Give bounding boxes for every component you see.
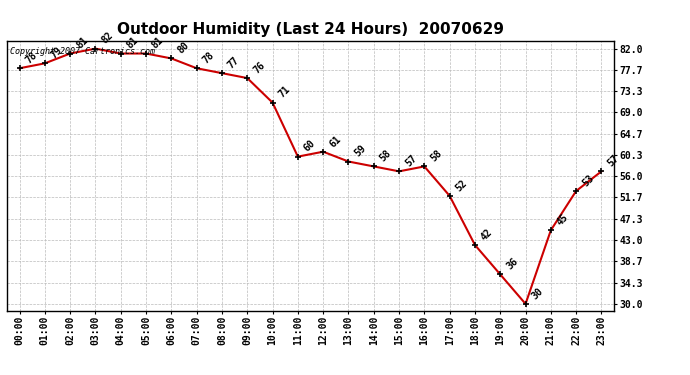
Text: 53: 53	[580, 173, 595, 188]
Text: 36: 36	[504, 256, 520, 272]
Text: 71: 71	[277, 84, 292, 100]
Text: 59: 59	[353, 143, 368, 159]
Text: 30: 30	[530, 286, 545, 301]
Text: 78: 78	[201, 50, 216, 66]
Text: 58: 58	[378, 148, 393, 164]
Text: 79: 79	[49, 45, 64, 61]
Text: 77: 77	[226, 55, 242, 70]
Title: Outdoor Humidity (Last 24 Hours)  20070629: Outdoor Humidity (Last 24 Hours) 2007062…	[117, 22, 504, 37]
Text: 61: 61	[327, 134, 343, 149]
Text: 57: 57	[403, 153, 419, 169]
Text: 78: 78	[23, 50, 39, 66]
Text: 45: 45	[555, 212, 571, 228]
Text: 60: 60	[302, 138, 317, 154]
Text: 81: 81	[150, 35, 166, 51]
Text: 58: 58	[428, 148, 444, 164]
Text: 76: 76	[251, 60, 267, 75]
Text: 82: 82	[99, 30, 115, 46]
Text: 81: 81	[75, 35, 90, 51]
Text: 42: 42	[479, 227, 495, 242]
Text: 81: 81	[125, 35, 140, 51]
Text: 52: 52	[454, 178, 469, 193]
Text: 80: 80	[175, 40, 191, 56]
Text: Copyright 2007 Cartronics.com: Copyright 2007 Cartronics.com	[10, 46, 155, 56]
Text: 57: 57	[606, 153, 621, 169]
